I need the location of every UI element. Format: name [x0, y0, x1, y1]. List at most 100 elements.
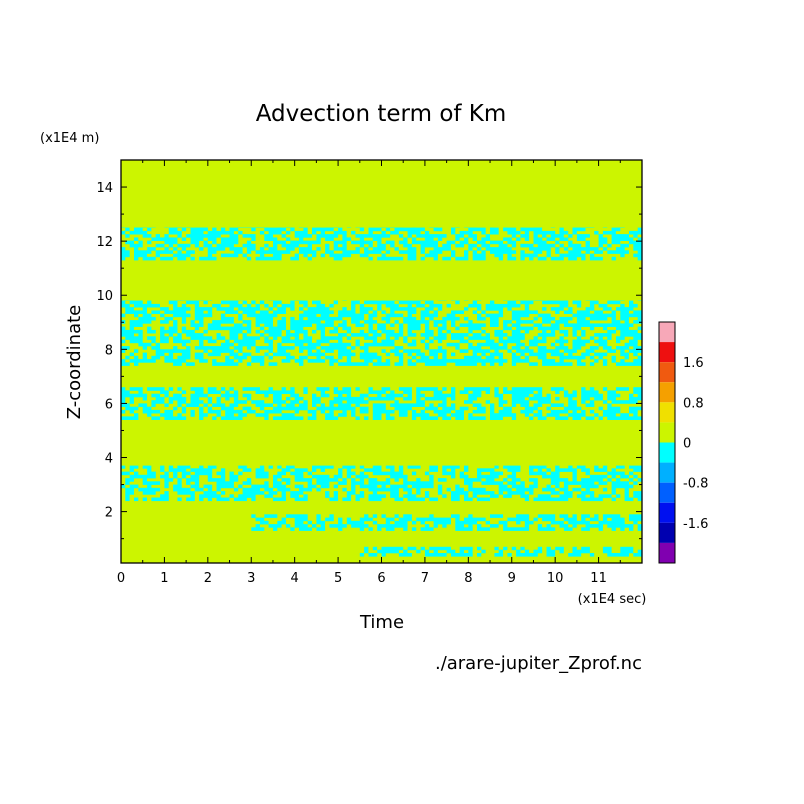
contour-cell	[424, 230, 430, 235]
contour-cell	[233, 355, 247, 360]
contour-cell	[121, 329, 143, 334]
contour-cell	[194, 390, 204, 394]
contour-cell	[568, 234, 573, 238]
contour-cell	[368, 313, 378, 318]
contour-cell	[385, 250, 391, 254]
contour-cell	[346, 494, 352, 498]
contour-cell	[494, 393, 504, 398]
contour-cell	[142, 481, 161, 485]
contour-cell	[429, 468, 438, 472]
contour-cell	[142, 307, 147, 311]
contour-cell	[490, 230, 499, 235]
contour-cell	[190, 400, 204, 404]
contour-cell	[559, 253, 586, 258]
contour-cell	[142, 313, 152, 318]
contour-cell	[173, 393, 182, 398]
contour-cell	[572, 329, 577, 334]
contour-cell	[472, 403, 482, 407]
contour-cell	[329, 362, 334, 366]
contour-cell	[589, 355, 595, 360]
contour-cell	[633, 481, 638, 485]
contour-cell	[416, 400, 425, 404]
contour-cell	[481, 243, 491, 248]
contour-cell	[142, 256, 156, 261]
contour-cell	[294, 359, 304, 363]
contour-cell	[290, 393, 299, 398]
contour-cell	[351, 316, 365, 321]
contour-cell	[173, 339, 191, 344]
colorbar-swatch	[659, 522, 675, 543]
contour-cell	[598, 303, 608, 308]
contour-cell	[611, 310, 616, 314]
contour-cell	[212, 362, 239, 366]
contour-cell	[177, 491, 195, 495]
colorbar-ticks: 1.60.80-0.8-1.6	[683, 356, 708, 532]
contour-cell	[559, 494, 573, 498]
contour-cell	[385, 520, 391, 525]
contour-cell	[372, 491, 378, 495]
contour-cell	[216, 481, 234, 485]
contour-cell	[542, 320, 551, 324]
contour-cell	[464, 237, 469, 241]
contour-cell	[429, 339, 434, 344]
contour-cell	[207, 250, 217, 254]
contour-cell	[364, 300, 395, 305]
contour-cell	[307, 256, 312, 261]
contour-cell	[490, 320, 499, 324]
contour-cell	[220, 491, 226, 495]
contour-cell	[607, 403, 612, 407]
contour-cell	[498, 355, 503, 360]
contour-cell	[620, 413, 629, 417]
contour-cell	[602, 307, 612, 311]
contour-cell	[485, 478, 495, 482]
contour-cell	[312, 524, 317, 528]
contour-cell	[589, 256, 603, 261]
contour-cell	[316, 387, 330, 391]
contour-cell	[602, 362, 608, 366]
contour-cell	[377, 303, 382, 308]
contour-cell	[359, 227, 365, 232]
contour-cell	[585, 349, 595, 353]
x-tick-label: 6	[377, 571, 385, 586]
contour-cell	[585, 487, 590, 492]
contour-cell	[199, 247, 204, 251]
contour-cell	[498, 487, 512, 492]
contour-cell	[568, 352, 573, 357]
contour-cell	[472, 237, 477, 241]
contour-cell	[503, 546, 508, 551]
contour-cell	[407, 491, 412, 495]
contour-cell	[598, 355, 603, 360]
contour-cell	[186, 346, 191, 350]
contour-cell	[424, 471, 430, 476]
contour-cell	[424, 396, 447, 401]
contour-cell	[524, 413, 530, 417]
contour-cell	[533, 497, 569, 502]
contour-cell	[177, 403, 182, 407]
contour-cell	[451, 468, 456, 472]
contour-cell	[216, 497, 230, 502]
contour-cell	[390, 494, 399, 498]
contour-cell	[498, 310, 503, 314]
contour-cell	[351, 481, 365, 485]
contour-cell	[346, 336, 352, 340]
contour-cell	[464, 517, 486, 522]
contour-cell	[424, 362, 447, 366]
contour-cell	[503, 390, 534, 394]
contour-cell	[316, 487, 321, 492]
contour-cell	[325, 243, 330, 248]
contour-cell	[286, 247, 295, 251]
contour-cell	[351, 478, 356, 482]
colorbar-frame	[658, 321, 676, 564]
y-axis-unit: (x1E4 m)	[40, 131, 99, 146]
contour-cell	[390, 230, 399, 235]
contour-cell	[398, 234, 404, 238]
contour-cell	[212, 359, 217, 363]
contour-cell	[338, 468, 343, 472]
x-tick-label: 5	[334, 571, 342, 586]
contour-cell	[464, 468, 469, 472]
contour-cell	[485, 339, 495, 344]
contour-cell	[507, 307, 512, 311]
contour-cell	[442, 406, 456, 411]
contour-cell	[589, 362, 595, 366]
contour-cell	[346, 400, 369, 404]
